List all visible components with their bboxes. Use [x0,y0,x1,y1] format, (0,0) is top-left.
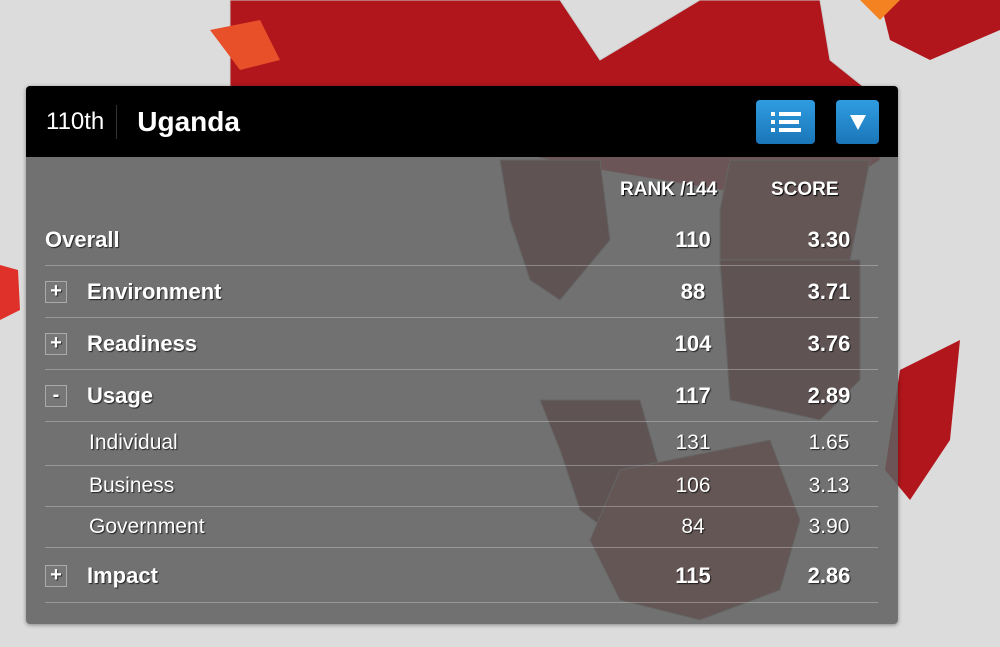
row-label: Government [89,514,205,538]
row-label: Readiness [87,331,198,356]
list-view-button[interactable] [756,100,815,144]
country-panel: 110th Uganda RANK /144 SCORE Overall 110 3… [26,86,898,624]
map-country[interactable] [880,0,1000,60]
rank-value: 106 [675,473,711,497]
score-value: 3.90 [808,514,850,538]
score-value: 3.71 [807,279,851,304]
map-country[interactable] [210,20,280,70]
rank-value: 84 [681,514,705,538]
rank-value: 115 [675,562,711,588]
map-country[interactable] [0,265,20,320]
list-icon [770,112,801,132]
row-label: Usage [87,383,154,408]
row-label: Individual [89,431,178,454]
table-row: Business 106 3.13 [45,466,878,507]
row-label: Business [89,473,175,497]
table-row: Government 84 3.90 [45,507,878,548]
dropdown-button[interactable] [836,100,879,144]
table-row[interactable]: Overall 110 3.30 [45,214,878,266]
score-value: 3.76 [807,331,851,356]
score-value: 2.86 [807,562,851,588]
rank-value: 117 [675,383,711,408]
table-row: Individual 131 1.65 [45,422,878,466]
expand-toggle[interactable]: - [45,385,67,407]
row-label: Environment [87,279,222,304]
table-row[interactable]: - Usage 117 2.89 [45,370,878,422]
rank-value: 88 [680,279,706,304]
expand-toggle[interactable]: + [45,333,67,355]
table-row[interactable]: + Readiness 104 3.76 [45,318,878,370]
expand-toggle[interactable]: + [45,281,67,303]
score-column-header: SCORE [771,179,839,200]
rank-value: 131 [675,431,711,454]
map-country[interactable] [860,0,900,20]
score-value: 1.65 [808,431,850,454]
score-value: 3.30 [807,227,851,252]
score-value: 2.89 [807,383,851,408]
rank-value: 110 [675,227,711,252]
score-value: 3.13 [808,473,850,497]
row-label: Impact [87,562,158,588]
map-country[interactable] [885,340,960,500]
country-name: Uganda [137,105,240,137]
table-row[interactable]: + Impact 115 2.86 [45,548,878,603]
country-rank: 110th [26,104,118,139]
table-row[interactable]: + Environment 88 3.71 [45,266,878,318]
rank-column-header: RANK /144 [620,179,718,200]
expand-toggle[interactable]: + [45,564,67,587]
scores-table: RANK /144 SCORE Overall 110 3.30 + Environme… [26,157,898,624]
panel-header: 110th Uganda [26,86,898,157]
row-label: Overall [45,227,120,252]
rank-value: 104 [674,331,712,356]
triangle-down-icon [849,115,866,130]
